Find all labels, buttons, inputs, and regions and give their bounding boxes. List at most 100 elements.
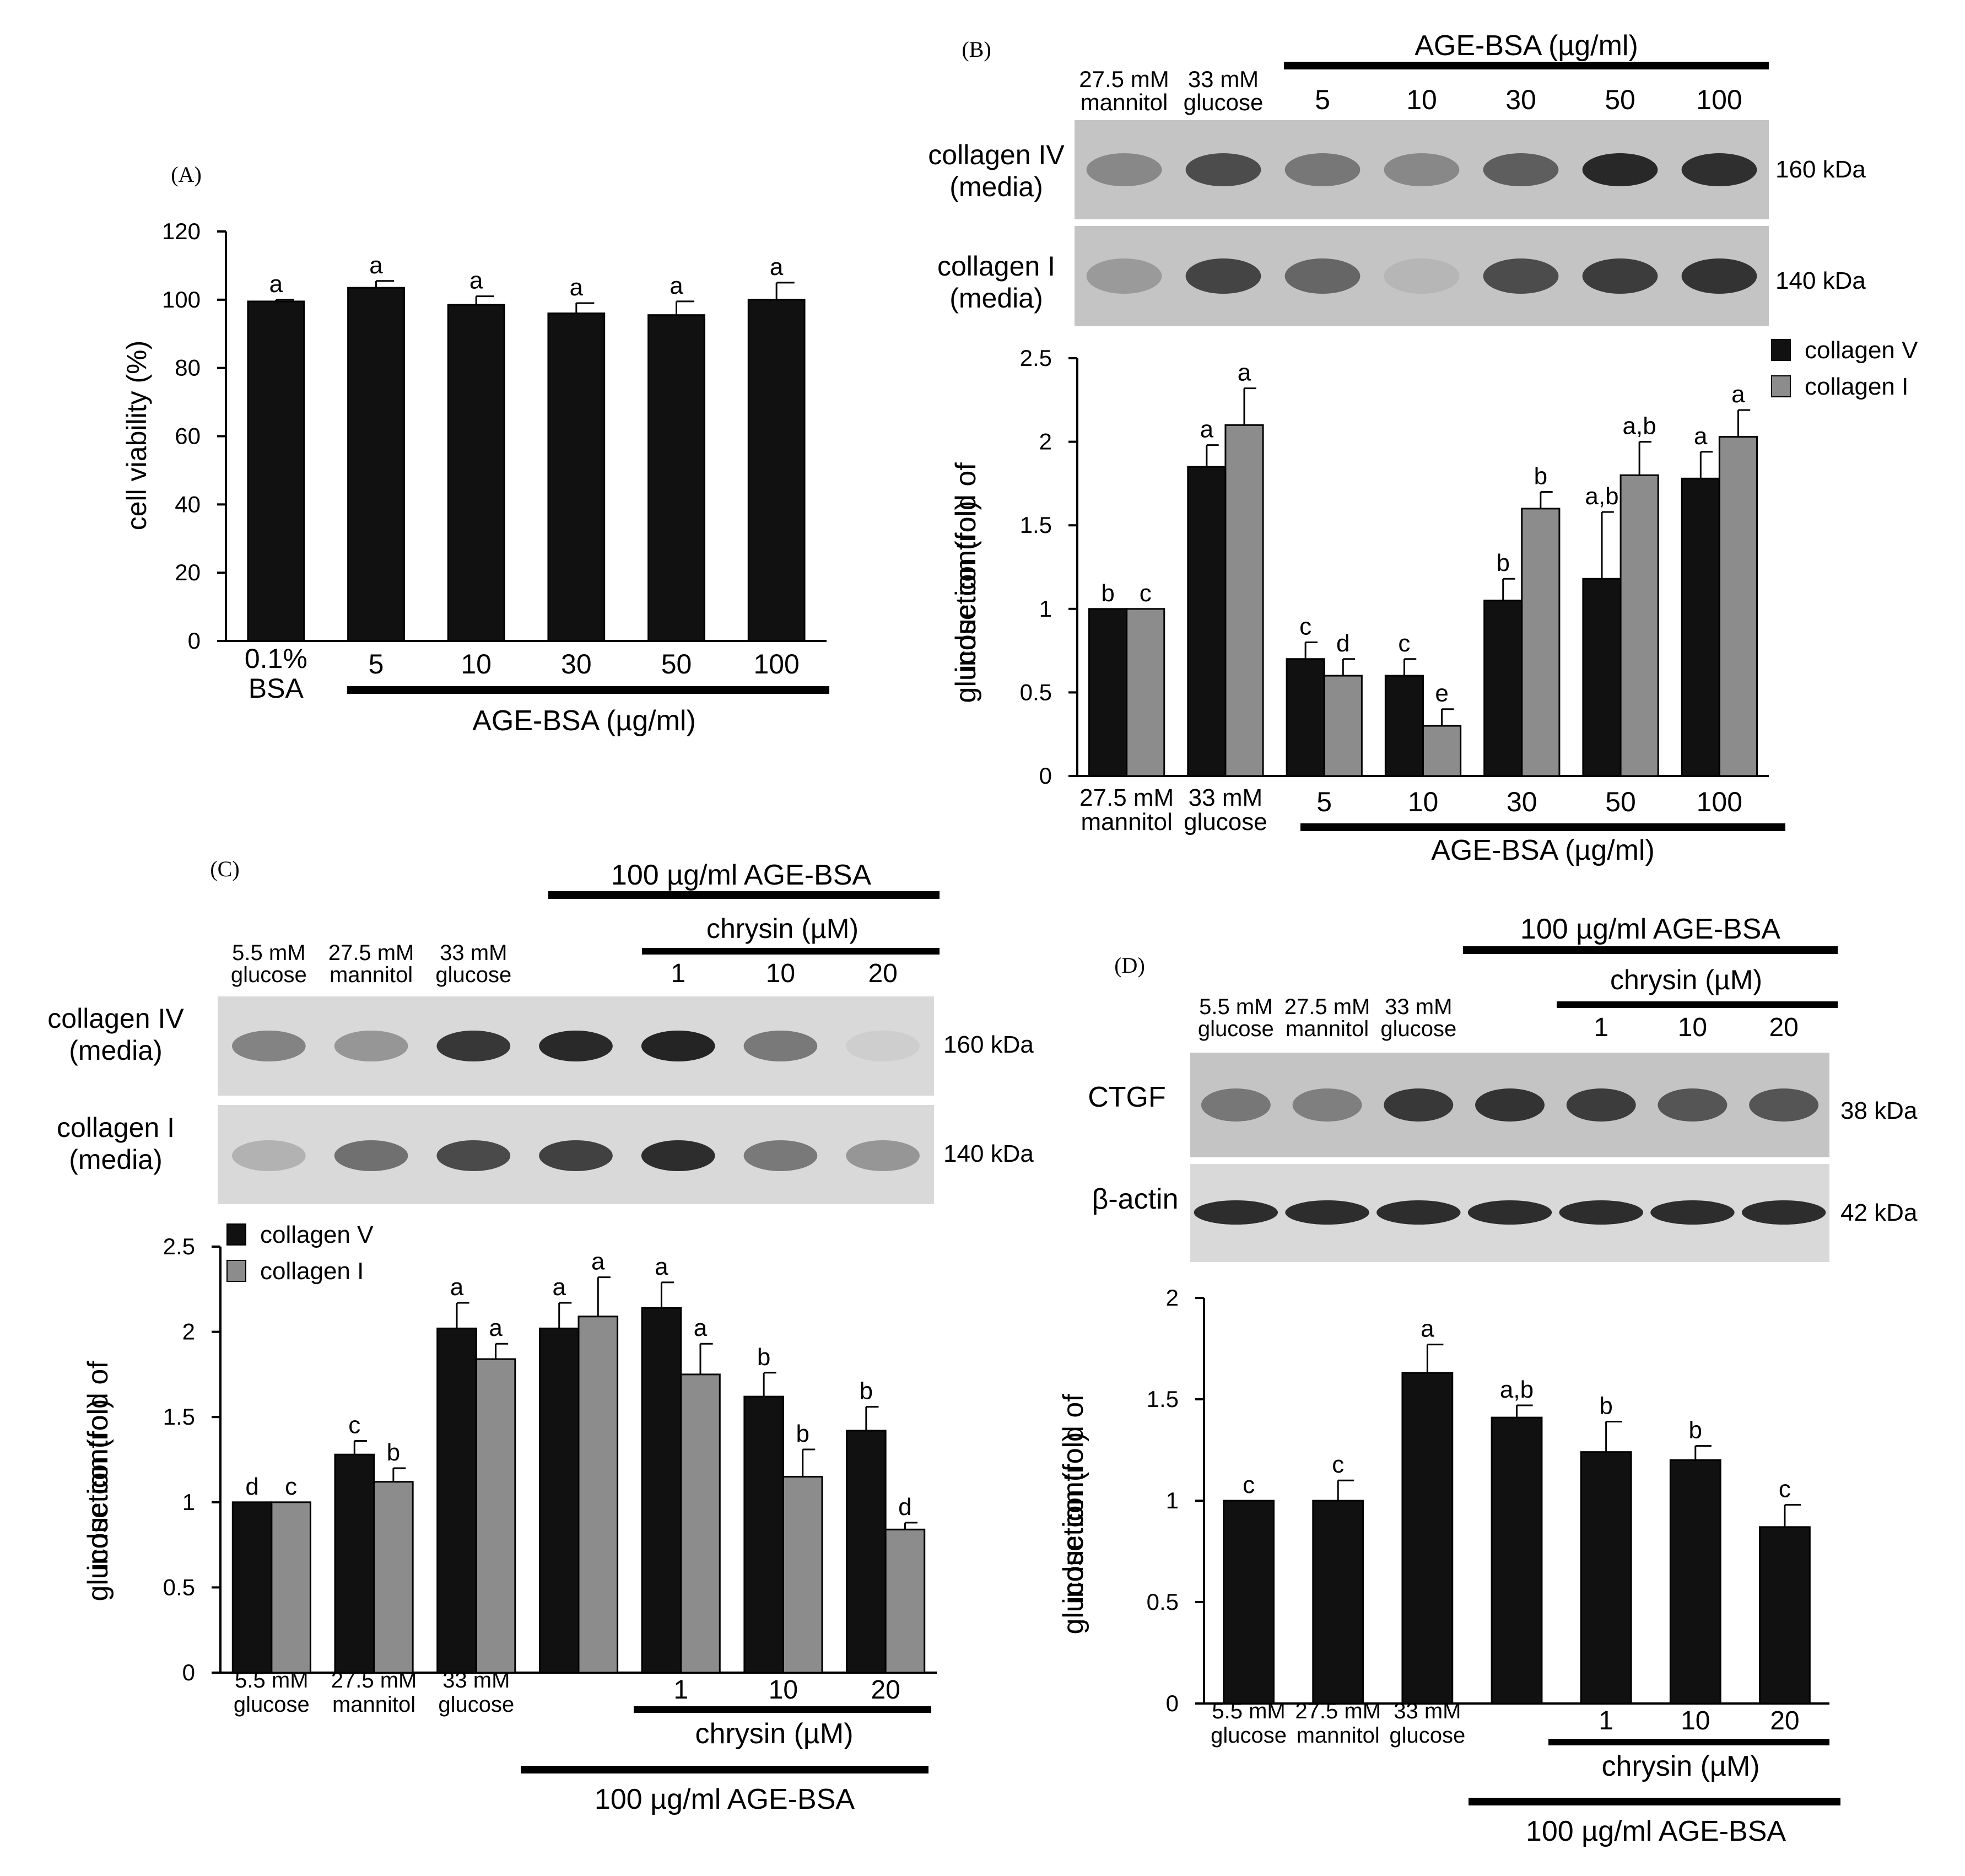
significance-letter: a	[1238, 359, 1251, 386]
protein-band	[1467, 1200, 1552, 1225]
protein-band	[1086, 153, 1162, 186]
y-tick-label: 100	[162, 287, 201, 312]
x-category-label: 20	[1770, 1706, 1799, 1735]
x-category-label: 27.5 mM	[331, 1668, 417, 1692]
lane-label: 20	[1769, 1013, 1798, 1042]
bar	[1286, 658, 1325, 777]
bar	[747, 299, 806, 642]
bar	[846, 1430, 887, 1674]
significance-letter: a,b	[1500, 1376, 1534, 1403]
group-bar	[347, 686, 829, 694]
bar	[447, 304, 505, 642]
x-category-label: BSA	[249, 673, 304, 704]
bar	[1422, 725, 1462, 777]
significance-letter: a	[670, 272, 683, 299]
x-category-label: 33 mM	[1189, 784, 1262, 811]
significance-letter: c	[1779, 1475, 1791, 1502]
legend-label: collagen I	[1805, 373, 1908, 400]
lane-label: glucose	[231, 963, 307, 987]
significance-letter: c	[348, 1411, 360, 1438]
lane-label: 10	[766, 959, 795, 988]
y-tick-label: 0	[1166, 1690, 1179, 1716]
bar	[547, 312, 606, 642]
lane-label: 5.5 mM	[232, 941, 305, 965]
blot-title: AGE-BSA (µg/ml)	[1415, 30, 1638, 62]
protein-band	[1292, 1088, 1362, 1122]
x-category-label: 10	[769, 1675, 798, 1705]
protein-band	[1185, 153, 1261, 186]
lane-label: mannitol	[1081, 89, 1168, 115]
lane-label: 5	[1315, 84, 1330, 115]
bar	[1223, 1500, 1275, 1705]
x-category-label: 5	[1316, 786, 1332, 817]
protein-band	[232, 1031, 306, 1061]
protein-band	[1384, 153, 1460, 186]
protein-band	[1086, 258, 1162, 294]
bar	[1384, 675, 1424, 777]
x-category-label: 5	[369, 649, 384, 680]
panel-label: (B)	[962, 37, 991, 62]
protein-band	[1749, 1088, 1819, 1122]
significance-letter: b	[796, 1420, 809, 1447]
lane-label: glucose	[435, 963, 511, 987]
x-category-label: glucose	[1389, 1723, 1465, 1748]
molecular-weight: 160 kDa	[943, 1031, 1034, 1058]
x-category-label: 50	[661, 649, 692, 680]
significance-letter: a	[269, 271, 283, 298]
significance-letter: a	[469, 267, 483, 294]
y-tick-label: 2	[1039, 429, 1052, 455]
significance-letter: a	[570, 274, 584, 301]
axis-subgroup-label: chrysin (µM)	[1601, 1750, 1759, 1782]
protein-band	[539, 1140, 613, 1171]
protein-band	[1566, 1088, 1636, 1122]
significance-letter: a	[1421, 1316, 1434, 1343]
y-tick-label: 120	[162, 218, 201, 244]
protein-band	[1582, 153, 1658, 186]
y-tick-label: 1	[1166, 1487, 1179, 1513]
x-category-label: glucose	[438, 1692, 514, 1717]
protein-band	[1475, 1088, 1545, 1122]
significance-letter: a,b	[1585, 483, 1618, 510]
bar	[1580, 1451, 1632, 1705]
x-category-label: 100	[1697, 786, 1742, 817]
y-axis-label: induction (fold of	[950, 462, 982, 673]
lane-label: 100	[1696, 84, 1742, 115]
protein-band	[743, 1031, 818, 1061]
bar	[782, 1475, 823, 1674]
protein-band	[436, 1031, 511, 1061]
significance-letter: a	[1731, 381, 1745, 408]
protein-band	[1284, 153, 1361, 186]
bar	[1401, 1372, 1454, 1705]
significance-letter: b	[757, 1344, 770, 1371]
bar	[1718, 436, 1758, 777]
significance-letter: b	[387, 1439, 400, 1466]
bar	[577, 1316, 619, 1674]
bar	[1681, 477, 1720, 777]
lane-label: 33 mM	[440, 941, 507, 965]
significance-letter: c	[1398, 630, 1410, 657]
y-tick-label: 2	[1166, 1285, 1179, 1311]
significance-letter: e	[1435, 680, 1448, 707]
significance-letter: a	[770, 254, 784, 281]
panel-label: (C)	[210, 856, 239, 881]
lane-label: 20	[868, 959, 897, 988]
protein-band	[334, 1140, 408, 1171]
x-category-label: 1	[673, 1675, 688, 1705]
significance-letter: b	[1101, 580, 1114, 607]
x-category-label: glucose	[234, 1692, 310, 1717]
bar	[641, 1307, 682, 1674]
protein-band	[1483, 258, 1559, 294]
significance-letter: c	[1140, 580, 1152, 607]
significance-letter: a	[1200, 416, 1214, 443]
bar	[680, 1373, 721, 1674]
significance-letter: b	[1599, 1392, 1612, 1419]
legend-label: collagen I	[260, 1258, 364, 1285]
x-category-label: 33 mM	[1394, 1699, 1461, 1723]
x-category-label: 100	[753, 649, 799, 680]
lane-label: 1	[1594, 1013, 1608, 1042]
subgroup-bar	[1557, 1001, 1838, 1008]
y-tick-label: 2.5	[1020, 345, 1052, 371]
bar	[231, 1501, 273, 1674]
blot-row-label: collagen I	[937, 251, 1055, 282]
y-tick-label: 0	[188, 628, 201, 654]
